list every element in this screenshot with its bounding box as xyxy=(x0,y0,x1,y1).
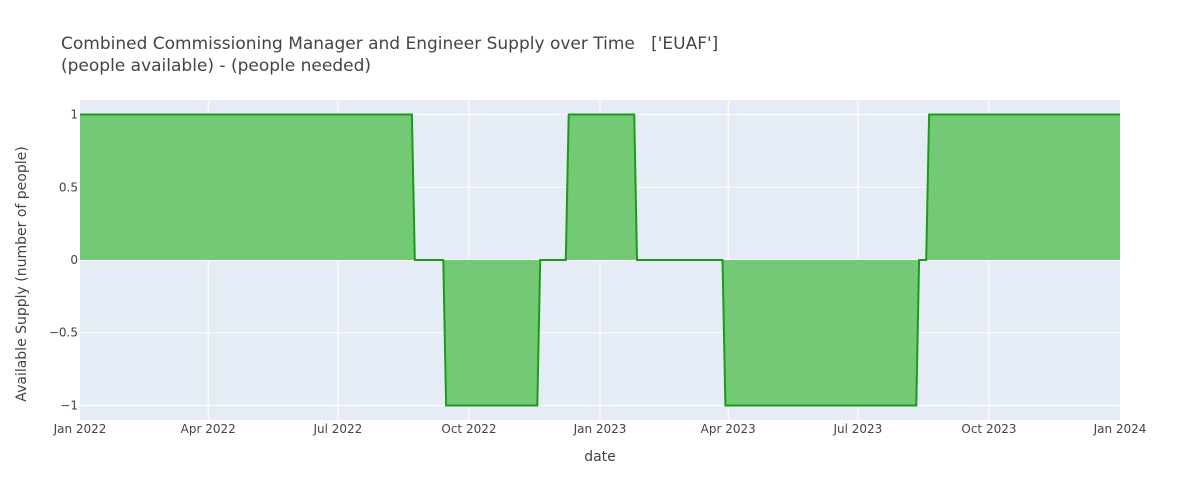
chart-title: Combined Commissioning Manager and Engin… xyxy=(61,34,719,54)
x-axis-ticks: Jan 2022 Apr 2022 Jul 2022 Oct 2022 Jan 2023… xyxy=(53,422,1147,436)
x-axis-title: date xyxy=(584,449,616,465)
y-tick-label: 1 xyxy=(70,108,78,122)
y-tick-label: −1 xyxy=(60,398,78,412)
y-axis-title: Available Supply (number of people) xyxy=(14,146,30,401)
y-tick-label: −0.5 xyxy=(49,326,78,340)
y-tick-label: 0 xyxy=(70,253,78,267)
chart-subtitle: (people available) - (people needed) xyxy=(61,56,371,76)
x-tick-label: Jan 2024 xyxy=(1093,422,1147,436)
y-axis-ticks: 1 0.5 0 −0.5 −1 xyxy=(49,108,78,413)
series-line xyxy=(80,113,1120,407)
x-tick-label: Jan 2022 xyxy=(53,422,107,436)
x-tick-label: Apr 2023 xyxy=(701,422,756,436)
x-tick-label: Apr 2022 xyxy=(181,422,236,436)
x-tick-label: Jul 2022 xyxy=(312,422,362,436)
x-tick-label: Jan 2023 xyxy=(573,422,627,436)
series-area-fill xyxy=(80,114,1120,406)
y-tick-label: 0.5 xyxy=(59,180,78,194)
x-tick-label: Oct 2023 xyxy=(961,422,1016,436)
x-tick-label: Jul 2023 xyxy=(832,422,882,436)
x-tick-label: Oct 2022 xyxy=(441,422,496,436)
chart-title-block: Combined Commissioning Manager and Engin… xyxy=(61,33,718,77)
